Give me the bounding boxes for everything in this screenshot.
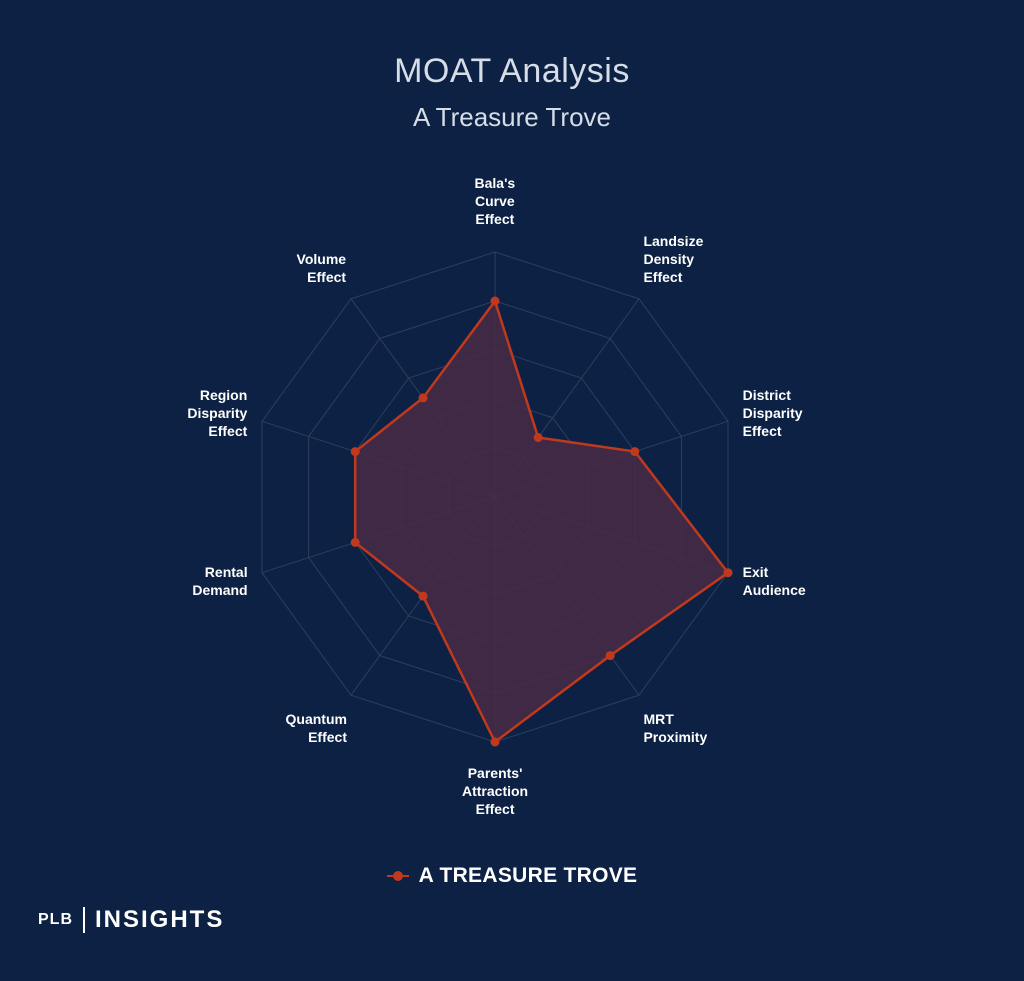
brand-logo: PLB INSIGHTS <box>38 906 224 934</box>
brand-insights: INSIGHTS <box>95 906 225 933</box>
data-point <box>490 296 500 306</box>
chart-subtitle: A Treasure Trove <box>413 102 611 132</box>
legend: A TREASURE TROVE <box>0 864 1024 888</box>
data-point <box>418 393 428 403</box>
axis-label: District Disparity Effect <box>742 386 803 439</box>
data-point <box>630 447 640 457</box>
data-point <box>723 568 733 578</box>
data-point <box>418 591 428 601</box>
axis-label: Parents' Attraction Effect <box>462 765 529 817</box>
legend-marker <box>386 869 409 883</box>
axis-label: Landsize Density Effect <box>643 233 704 286</box>
legend-label: A TREASURE TROVE <box>418 864 638 887</box>
data-point <box>605 651 615 661</box>
series-area <box>353 298 730 744</box>
data-point <box>350 447 360 457</box>
axis-label: Volume Effect <box>296 251 347 286</box>
axis-label: MRT Proximity <box>643 710 708 745</box>
data-point <box>533 433 543 443</box>
brand-divider <box>83 907 85 933</box>
axis-label: Exit Audience <box>742 564 806 599</box>
axis-label: Region Disparity Effect <box>187 386 248 439</box>
data-point <box>350 537 360 547</box>
axis-label: Rental Demand <box>192 564 248 599</box>
brand-plb: PLB <box>38 911 73 928</box>
chart-title: MOAT Analysis <box>394 52 630 90</box>
data-point <box>490 737 500 747</box>
axis-label: Quantum Effect <box>285 710 347 745</box>
axis-label: Bala's Curve Effect <box>474 175 516 227</box>
